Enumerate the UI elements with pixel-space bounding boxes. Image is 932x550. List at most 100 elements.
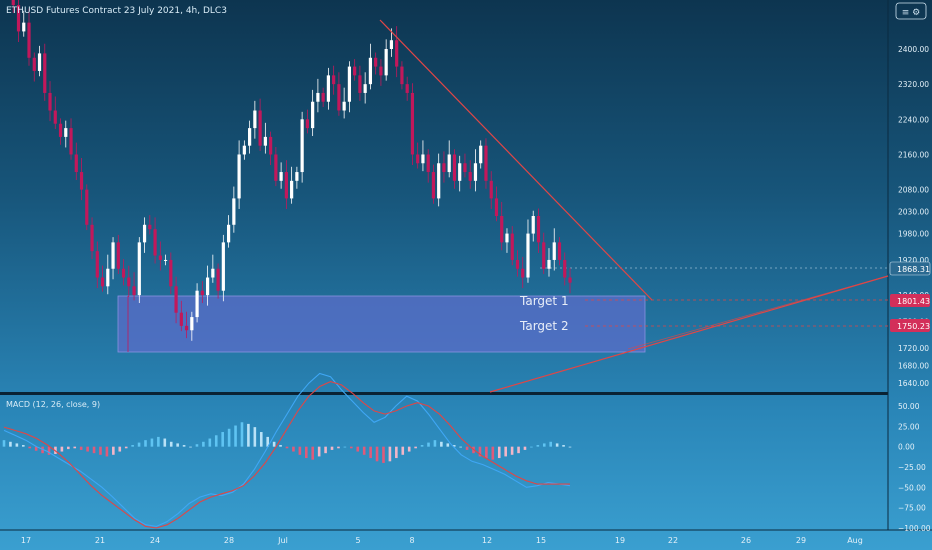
candle-body bbox=[137, 242, 141, 296]
candle-body bbox=[279, 172, 283, 181]
candle-body bbox=[284, 172, 288, 199]
macd-histogram-bar bbox=[330, 446, 334, 450]
macd-histogram-bar bbox=[497, 446, 501, 459]
candle-body bbox=[190, 317, 194, 331]
current-price-tag[interactable]: 1868.31 bbox=[889, 261, 931, 276]
macd-histogram-bar bbox=[452, 445, 456, 447]
candle-body bbox=[547, 259, 551, 269]
candle-body bbox=[300, 119, 304, 173]
candle-body bbox=[389, 40, 394, 49]
macd-histogram-bar bbox=[21, 445, 25, 447]
candle-body bbox=[64, 128, 68, 137]
macd-histogram-bar bbox=[169, 441, 173, 447]
macd-histogram-bar bbox=[86, 446, 89, 452]
target-1-price-tag[interactable]: 1801.43 bbox=[890, 294, 930, 307]
macd-histogram-bar bbox=[427, 442, 430, 447]
macd-histogram-bar bbox=[99, 446, 102, 455]
price-tick-label: 1640.00 bbox=[898, 379, 929, 388]
candle-body bbox=[531, 216, 535, 234]
macd-histogram-bar bbox=[420, 445, 424, 447]
candle-body bbox=[410, 92, 415, 155]
macd-histogram-bar bbox=[92, 446, 96, 454]
candle-body bbox=[179, 312, 183, 326]
candle-body bbox=[53, 110, 57, 124]
candle-body bbox=[437, 163, 441, 199]
candle-body bbox=[200, 290, 204, 296]
macd-histogram-bar bbox=[118, 446, 122, 452]
macd-histogram-bar bbox=[15, 443, 19, 447]
candle-body bbox=[311, 101, 315, 129]
macd-histogram-bar bbox=[350, 446, 353, 449]
target-2-price-tag[interactable]: 1750.23 bbox=[890, 319, 930, 332]
price-tick-label: 1680.00 bbox=[898, 361, 929, 370]
candle-body bbox=[111, 242, 115, 269]
macd-histogram-bar bbox=[510, 446, 514, 455]
macd-histogram-bar bbox=[9, 441, 12, 447]
candle-body bbox=[568, 277, 572, 283]
macd-histogram-bar bbox=[202, 441, 205, 447]
candle-body bbox=[384, 49, 388, 76]
macd-histogram-bar bbox=[478, 446, 482, 457]
macd-histogram-bar bbox=[2, 440, 6, 447]
candle-body bbox=[16, 5, 21, 32]
macd-tick-label: −100.00 bbox=[898, 524, 931, 533]
candle-body bbox=[90, 224, 94, 252]
pane-divider[interactable] bbox=[0, 392, 888, 395]
macd-histogram-bar bbox=[343, 446, 347, 448]
macd-histogram-bar bbox=[112, 446, 115, 455]
macd-histogram-bar bbox=[150, 438, 154, 447]
macd-histogram-bar bbox=[317, 446, 321, 457]
candle-body bbox=[379, 66, 383, 76]
macd-tick-label: −25.00 bbox=[898, 463, 926, 472]
ascending-trendline-upper bbox=[627, 275, 889, 350]
macd-histogram-bar bbox=[298, 446, 302, 455]
price-tick-label: 2400.00 bbox=[898, 45, 929, 54]
candle-body bbox=[500, 216, 504, 243]
price-tick-label: 1980.00 bbox=[898, 230, 929, 239]
candle-body bbox=[169, 259, 173, 287]
macd-histogram-bar bbox=[446, 443, 450, 447]
target-2-label: Target 2 bbox=[519, 319, 569, 333]
candle-body bbox=[473, 163, 478, 181]
candle-body bbox=[347, 66, 352, 102]
candle-body bbox=[142, 224, 147, 243]
candle-body bbox=[121, 268, 126, 278]
candle-body bbox=[290, 180, 294, 199]
macd-histogram-bar bbox=[356, 446, 360, 452]
date-tick-label: 17 bbox=[21, 536, 31, 545]
price-tick-label: 2030.00 bbox=[898, 208, 929, 217]
macd-histogram-bar bbox=[176, 443, 179, 447]
macd-histogram-bar bbox=[28, 446, 32, 449]
candle-body bbox=[174, 286, 178, 313]
target-2-price-value: 1750.23 bbox=[897, 322, 930, 331]
symbol-title[interactable]: ETHUSD Futures Contract 23 July 2021, 4h… bbox=[6, 6, 227, 16]
candle-body bbox=[484, 145, 488, 181]
macd-histogram-bar bbox=[47, 446, 51, 455]
macd-histogram-bar bbox=[60, 446, 64, 452]
macd-histogram-bar bbox=[240, 422, 244, 447]
candle-body bbox=[216, 268, 220, 291]
candle-body bbox=[337, 84, 341, 111]
macd-histogram-bar bbox=[304, 446, 308, 459]
macd-tick-label: 25.00 bbox=[898, 422, 920, 431]
svg-text:≡ ⚙: ≡ ⚙ bbox=[902, 8, 920, 18]
macd-histogram-bar bbox=[105, 446, 109, 457]
macd-histogram-bar bbox=[549, 441, 553, 447]
date-tick-label: 28 bbox=[224, 536, 234, 545]
price-tick-label: 2320.00 bbox=[898, 80, 929, 89]
candle-body bbox=[326, 75, 330, 102]
settings-icon[interactable]: ≡ ⚙ bbox=[895, 2, 927, 20]
candle-body bbox=[79, 172, 84, 190]
candle-body bbox=[195, 290, 199, 318]
macd-title[interactable]: MACD (12, 26, close, 9) bbox=[6, 400, 100, 409]
macd-histogram-bar bbox=[407, 446, 411, 452]
candle-body bbox=[542, 242, 546, 269]
candle-body bbox=[557, 242, 562, 260]
date-tick-label: Aug bbox=[847, 536, 863, 545]
macd-histogram-bar bbox=[440, 441, 443, 447]
macd-histogram-bar bbox=[182, 445, 186, 447]
candle-body bbox=[295, 172, 299, 181]
macd-histogram-bar bbox=[124, 446, 128, 449]
date-tick-label: 19 bbox=[615, 536, 625, 545]
